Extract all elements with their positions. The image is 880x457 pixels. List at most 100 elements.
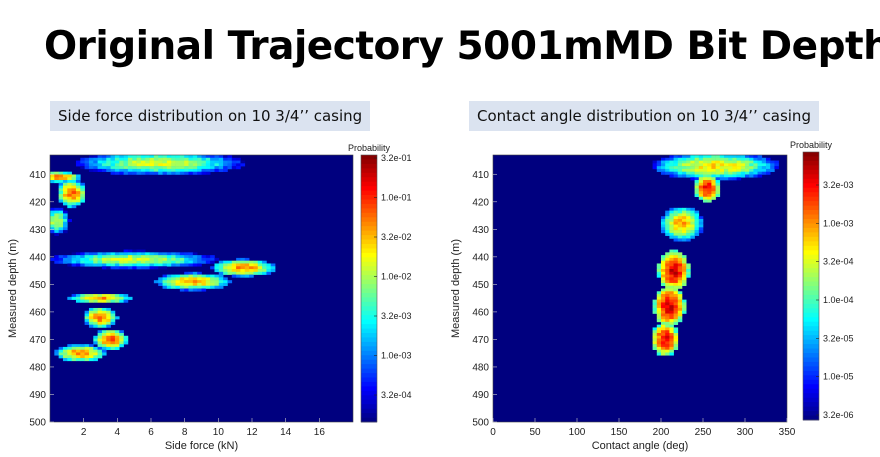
heatmap-cell xyxy=(179,168,185,172)
colorbar-segment xyxy=(803,370,819,376)
heatmap-cell xyxy=(84,321,90,325)
heatmap-cell xyxy=(694,232,700,236)
heatmap-cell xyxy=(166,166,172,170)
heatmap-cell xyxy=(192,280,198,284)
heatmap-cell xyxy=(145,260,150,264)
heatmap-cell xyxy=(690,221,695,225)
heatmap-cell xyxy=(665,260,670,264)
heatmap-cell xyxy=(715,193,721,198)
heatmap-cell xyxy=(114,255,120,259)
heatmap-cell xyxy=(686,230,691,234)
heatmap-cell xyxy=(682,263,687,267)
heatmap-cell xyxy=(75,199,81,203)
y-tick-label: 500 xyxy=(29,418,46,429)
colorbar-segment xyxy=(361,208,377,214)
heatmap-cell xyxy=(119,160,124,164)
heatmap-cell xyxy=(114,257,120,261)
colorbar-segment xyxy=(361,203,377,209)
heatmap-cell xyxy=(188,288,194,292)
heatmap-cell xyxy=(661,324,666,328)
heatmap-cell xyxy=(253,269,259,273)
heatmap-cell xyxy=(210,260,215,264)
heatmap-cell xyxy=(62,358,68,362)
heatmap-cell xyxy=(227,266,233,270)
heatmap-cell xyxy=(694,185,700,189)
heatmap-cell xyxy=(140,168,146,172)
heatmap-cell xyxy=(682,271,687,275)
heatmap-cell xyxy=(171,166,176,170)
heatmap-cell xyxy=(58,177,64,181)
heatmap-cell xyxy=(673,338,679,342)
colorbar-segment xyxy=(361,337,377,343)
heatmap-cell xyxy=(682,230,687,234)
heatmap-cell xyxy=(682,174,687,178)
heatmap-cell xyxy=(711,168,716,172)
heatmap-cell xyxy=(214,274,220,278)
heatmap-cell xyxy=(656,349,662,353)
heatmap-cell xyxy=(223,280,228,284)
heatmap-cell xyxy=(71,349,77,353)
heatmap-cell xyxy=(665,333,670,337)
heatmap-cell xyxy=(58,355,64,359)
heatmap-cell xyxy=(686,263,691,267)
heatmap-cell xyxy=(205,160,211,164)
heatmap-cell xyxy=(698,163,704,167)
heatmap-cell xyxy=(669,288,674,292)
heatmap-cell xyxy=(249,260,254,264)
colorbar-segment xyxy=(361,413,377,418)
heatmap-cell xyxy=(97,346,103,350)
heatmap-cell xyxy=(188,274,194,278)
heatmap-cell xyxy=(80,199,85,203)
heatmap-cell xyxy=(106,330,111,334)
heatmap-cell xyxy=(673,291,679,295)
heatmap-cell xyxy=(93,257,98,261)
heatmap-cell xyxy=(119,344,124,348)
heatmap-cell xyxy=(188,168,194,172)
heatmap-cell xyxy=(93,260,98,264)
heatmap-cell xyxy=(719,160,725,164)
heatmap-cell xyxy=(62,221,68,225)
heatmap-cell xyxy=(127,171,133,175)
heatmap-cell xyxy=(253,260,259,264)
heatmap-cell xyxy=(75,255,81,259)
colorbar-segment xyxy=(361,181,377,187)
heatmap-cell xyxy=(719,177,725,181)
heatmap-cell xyxy=(728,168,733,172)
heatmap-cell xyxy=(62,180,68,184)
heatmap-cell xyxy=(665,166,670,170)
heatmap-cell xyxy=(184,263,189,267)
heatmap-cell xyxy=(192,166,198,170)
heatmap-cell xyxy=(97,296,103,300)
colorbar-segment xyxy=(361,399,377,405)
heatmap-cell xyxy=(698,193,704,198)
plot-background xyxy=(493,155,787,422)
heatmap-cell xyxy=(110,266,116,270)
colorbar-segment xyxy=(803,312,819,318)
heatmap-cell xyxy=(694,157,700,161)
colorbar xyxy=(361,155,377,423)
heatmap-cell xyxy=(192,274,198,278)
heatmap-cell xyxy=(669,157,674,161)
heatmap-cell xyxy=(54,177,59,181)
heatmap-cell xyxy=(677,155,683,159)
heatmap-cell xyxy=(669,291,674,295)
heatmap-cell xyxy=(127,266,133,270)
heatmap-cell xyxy=(724,166,729,170)
heatmap-cell xyxy=(58,196,64,200)
heatmap-cell xyxy=(253,271,259,275)
heatmap-cell xyxy=(110,341,116,345)
heatmap-cell xyxy=(677,210,683,214)
heatmap-cell xyxy=(153,171,159,175)
heatmap-cell xyxy=(62,188,68,192)
heatmap-cell xyxy=(110,255,116,259)
heatmap-cell xyxy=(101,338,107,342)
heatmap-cell xyxy=(669,333,674,337)
heatmap-cell xyxy=(223,163,228,167)
heatmap-cell xyxy=(192,288,198,292)
heatmap-cell xyxy=(88,316,94,320)
heatmap-cell xyxy=(106,263,111,267)
heatmap-cell xyxy=(106,296,111,300)
heatmap-cell xyxy=(770,166,775,170)
heatmap-cell xyxy=(175,157,181,161)
heatmap-cell xyxy=(171,285,176,289)
